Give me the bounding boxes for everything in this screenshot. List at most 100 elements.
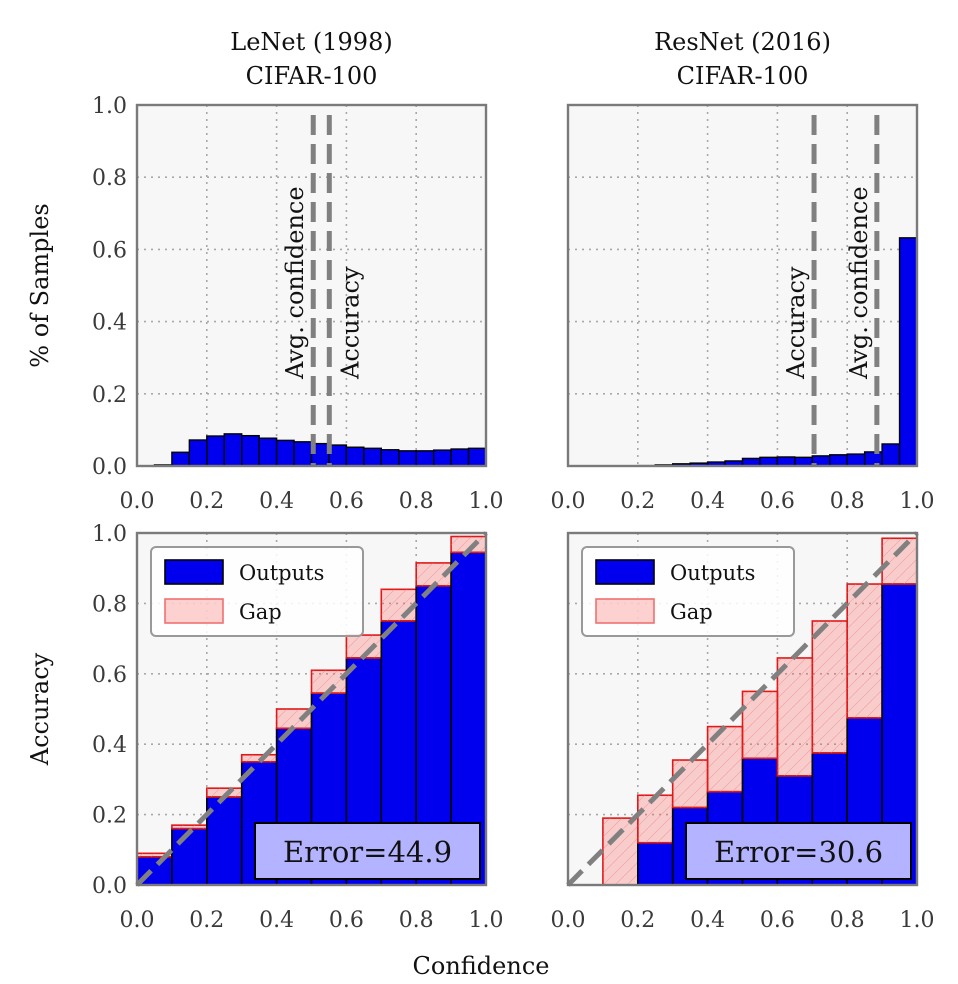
perfect-calibration-line	[566, 531, 919, 887]
legend-gap-swatch	[164, 598, 224, 624]
shared-x-axis-label: Confidence	[413, 952, 550, 980]
x-tick-label: 0.0	[551, 489, 586, 514]
plot-area	[568, 105, 917, 466]
gap-bar-hatch	[416, 562, 452, 586]
y-tick-label: 0.6	[92, 238, 127, 263]
y-tick-label: 0.8	[92, 592, 127, 617]
x-tick-label: 1.0	[900, 908, 935, 933]
histogram-bar	[275, 439, 295, 467]
gap-bar-hatch	[847, 584, 883, 718]
y-tick-label: 0.2	[92, 383, 127, 408]
y-tick-label: 0.4	[92, 311, 127, 336]
legend-gap-label: Gap	[239, 600, 282, 624]
histogram-bar	[863, 451, 883, 467]
histogram-bar	[363, 447, 383, 467]
x-tick-label: 0.8	[399, 489, 434, 514]
gap-bar-hatch	[171, 825, 207, 829]
y-tick-label: 0.0	[92, 455, 127, 480]
chart-title: LeNet (1998)	[230, 28, 392, 56]
resnet-histogram-panel: Accuracy Avg. confidence 0.0 0.2 0.4 0.6 0.8 1.…	[551, 28, 935, 514]
y-tick-label: 0.8	[92, 166, 127, 191]
plot-frame	[135, 531, 488, 887]
histogram-bar	[206, 435, 225, 467]
lenet-histogram-panel: Avg. confidence Accuracy 0.0 0.2 0.4 0.6 0.8 1.…	[26, 28, 504, 514]
x-tick-label: 0.4	[259, 489, 294, 514]
x-tick-label: 0.6	[329, 908, 364, 933]
x-tick-label: 1.0	[469, 489, 504, 514]
perfect-calibration-line	[135, 531, 488, 887]
gap-bar-hatch	[381, 589, 417, 621]
x-tick-label: 0.2	[620, 908, 655, 933]
histogram-bar	[398, 450, 417, 467]
histogram-bar	[345, 446, 365, 467]
x-tick-label: 0.8	[399, 908, 434, 933]
resnet-reliability-panel: Outputs Gap Error=30.6 0.0 0.2 0.4 0.6 0.8 1.0	[551, 531, 935, 933]
gap-bar-hatch	[637, 795, 673, 843]
y-axis-label: Accuracy	[26, 652, 54, 766]
histogram-bar	[881, 443, 901, 467]
output-bar	[636, 841, 674, 886]
vline-label: Avg. confidence	[845, 186, 873, 380]
histogram-bar	[794, 456, 813, 467]
x-tick-label: 0.4	[690, 908, 725, 933]
y-axis-label: % of Samples	[26, 203, 54, 367]
x-tick-label: 0.8	[830, 489, 865, 514]
x-tick-label: 0.2	[189, 489, 224, 514]
x-tick-label: 1.0	[469, 908, 504, 933]
histogram-bar	[450, 448, 470, 467]
vline-label: Avg. confidence	[281, 186, 309, 380]
gap-bar-hatch	[602, 818, 638, 885]
histogram-bar	[415, 450, 435, 467]
x-tick-label: 0.8	[830, 908, 865, 933]
y-tick-label: 0.0	[92, 874, 127, 899]
x-tick-label: 0.6	[760, 489, 795, 514]
y-tick-label: 0.4	[92, 733, 127, 758]
histogram-bar	[293, 441, 313, 467]
chart-title: ResNet (2016)	[654, 28, 831, 56]
histogram-bar	[898, 237, 918, 467]
gap-bar-hatch	[311, 670, 347, 694]
histogram-bar	[467, 447, 487, 467]
histogram-bar	[759, 456, 779, 467]
histogram-bar	[432, 449, 452, 467]
legend-outputs-label: Outputs	[670, 561, 755, 585]
histogram-bar	[776, 456, 796, 467]
gap-bar-hatch	[777, 657, 813, 776]
x-tick-label: 0.6	[760, 908, 795, 933]
x-tick-label: 0.4	[690, 489, 725, 514]
x-tick-label: 0.2	[189, 908, 224, 933]
y-tick-label: 0.2	[92, 804, 127, 829]
histogram-bar	[846, 453, 866, 467]
legend-outputs-swatch	[595, 559, 655, 585]
x-tick-label: 1.0	[900, 489, 935, 514]
x-tick-label: 0.4	[259, 908, 294, 933]
error-box	[685, 822, 912, 880]
y-tick-label: 1.0	[92, 94, 127, 119]
histogram-bar	[829, 454, 848, 467]
gap-bar-hatch	[451, 536, 486, 553]
plot-frame	[566, 103, 919, 468]
legend-gap-swatch	[595, 598, 655, 624]
y-tick-label: 0.6	[92, 663, 127, 688]
gap-bar-hatch	[672, 760, 708, 808]
histogram-bar	[223, 433, 243, 467]
output-bar	[171, 827, 208, 886]
gap-bar-hatch	[346, 635, 382, 658]
gap-bar-hatch	[812, 621, 848, 753]
chart-subtitle: CIFAR-100	[677, 62, 809, 90]
gap-bar-hatch	[276, 709, 312, 729]
x-tick-label: 0.0	[120, 489, 155, 514]
error-label: Error=30.6	[714, 835, 883, 869]
error-label: Error=44.9	[283, 835, 452, 869]
plot-frame	[135, 103, 488, 468]
legend-outputs-label: Outputs	[239, 561, 324, 585]
x-tick-label: 0.2	[620, 489, 655, 514]
gap-bar-hatch	[742, 691, 778, 759]
y-tick-label: 1.0	[92, 522, 127, 547]
gap-bar-hatch	[882, 538, 917, 585]
vline-label: Accuracy	[782, 266, 810, 380]
legend-gap-label: Gap	[670, 600, 713, 624]
histogram-bar	[380, 449, 400, 467]
plot-frame	[566, 531, 919, 887]
